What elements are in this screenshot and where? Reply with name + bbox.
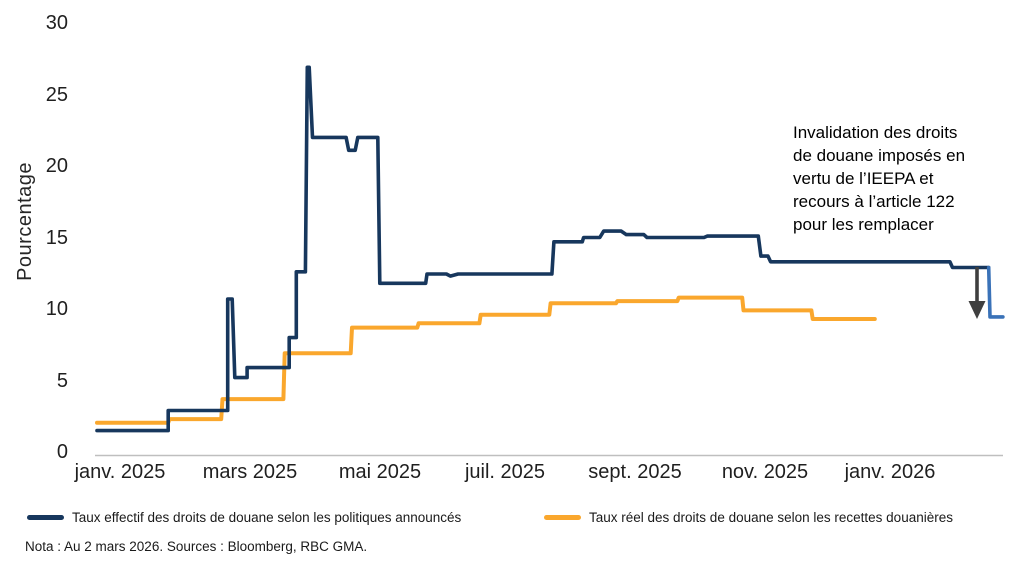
y-tick-label: 25 (45, 83, 68, 106)
annotation-line: de douane imposés en (793, 146, 966, 165)
down-arrow-icon (968, 267, 986, 319)
x-tick-label: mars 2025 (202, 461, 298, 483)
legend-swatch-orange (544, 515, 581, 520)
series-effective-tariff-line (95, 65, 991, 433)
plot-area (95, 65, 1005, 457)
y-tick-label: 30 (45, 12, 68, 34)
x-tick-label: juil. 2025 (464, 461, 546, 483)
annotation-line: vertu de l’IEEPA et (793, 169, 934, 188)
annotation-line: Invalidation des droits (793, 123, 958, 142)
y-tick-label: 0 (56, 441, 68, 463)
x-tick-label: sept. 2025 (588, 461, 682, 483)
series-real-tariff-line (95, 295, 877, 425)
legend-swatch-navy (27, 515, 64, 520)
legend-label: Taux effectif des droits de douane selon… (72, 510, 462, 525)
legend-item-effective: Taux effectif des droits de douane selon… (27, 510, 461, 525)
source-note: Nota : Au 2 mars 2026. Sources : Bloombe… (25, 539, 368, 554)
annotation-line: pour les remplacer (793, 215, 934, 234)
y-tick-label: 5 (56, 369, 68, 392)
x-tick-label: nov. 2025 (721, 461, 809, 483)
legend-item-real: Taux réel des droits de douane selon les… (544, 510, 953, 525)
y-tick-label: 10 (45, 298, 68, 320)
chart-annotation: Invalidation des droits de douane imposé… (793, 121, 1021, 236)
y-tick-label: 20 (45, 155, 68, 177)
x-tick-label: janv. 2026 (844, 461, 936, 483)
y-tick-label: 15 (45, 226, 68, 249)
x-tick-label: janv. 2025 (74, 461, 166, 483)
series-effective-tariff-tail (986, 265, 1005, 319)
legend: Taux effectif des droits de douane selon… (0, 504, 1024, 530)
annotation-line: recours à l’article 122 (793, 192, 955, 211)
x-tick-label: mai 2025 (338, 461, 422, 483)
legend-label: Taux réel des droits de douane selon les… (589, 510, 953, 525)
